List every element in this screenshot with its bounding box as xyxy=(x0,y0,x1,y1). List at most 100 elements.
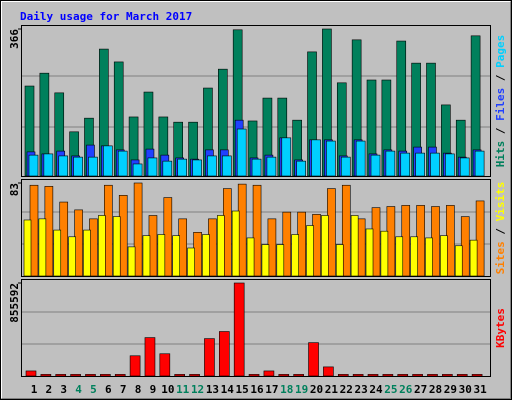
bar xyxy=(341,184,351,277)
x-tick-label: 5 xyxy=(90,383,97,396)
bar xyxy=(83,229,91,277)
x-tick-label: 13 xyxy=(206,383,219,396)
bar xyxy=(335,244,344,277)
bar xyxy=(459,157,470,177)
bar xyxy=(112,216,121,277)
bar xyxy=(246,237,255,277)
bar xyxy=(70,374,81,377)
bar xyxy=(400,152,411,177)
x-tick-label: 24 xyxy=(369,383,383,396)
bar xyxy=(142,235,151,277)
bar xyxy=(323,366,334,377)
x-tick-label: 29 xyxy=(444,383,457,396)
x-tick-label: 26 xyxy=(399,383,413,396)
bar xyxy=(350,215,359,277)
bar xyxy=(133,182,143,277)
x-tick-label: 6 xyxy=(105,383,112,396)
bar xyxy=(276,244,285,277)
bar xyxy=(38,218,47,277)
bar xyxy=(370,154,381,177)
x-tick-label: 27 xyxy=(414,383,427,396)
y-tick-label: 366 xyxy=(8,29,21,49)
x-tick-label: 25 xyxy=(384,383,397,396)
bar xyxy=(296,160,306,177)
bar xyxy=(28,154,39,177)
bar xyxy=(159,353,171,377)
x-tick-label: 30 xyxy=(459,383,472,396)
bar xyxy=(147,157,158,177)
legend: Sites / Visits xyxy=(494,182,507,275)
bar xyxy=(355,140,366,177)
bar xyxy=(252,184,262,277)
x-tick-label: 15 xyxy=(236,383,249,396)
bar xyxy=(281,137,292,177)
bar xyxy=(127,246,136,277)
x-tick-label: 8 xyxy=(135,383,142,396)
bar xyxy=(412,374,423,377)
legend-entry: Sites xyxy=(494,241,507,274)
bar xyxy=(306,225,314,277)
x-tick-label: 14 xyxy=(221,383,235,396)
x-tick-label: 1 xyxy=(31,383,38,396)
bar xyxy=(40,374,52,377)
bar xyxy=(217,215,225,277)
x-tick-label: 9 xyxy=(150,383,157,396)
bar xyxy=(189,374,200,377)
bar xyxy=(233,282,245,377)
legend-separator: / xyxy=(494,121,507,141)
bar xyxy=(219,331,230,377)
bar xyxy=(397,374,409,377)
bar xyxy=(204,338,215,377)
bar xyxy=(382,374,394,377)
x-tick-label: 20 xyxy=(310,383,323,396)
bar xyxy=(129,355,141,377)
bar xyxy=(445,153,455,177)
x-tick-label: 19 xyxy=(295,383,308,396)
bar xyxy=(337,374,349,377)
bar xyxy=(469,239,478,277)
bar xyxy=(282,211,292,277)
bar xyxy=(192,159,202,177)
bar xyxy=(172,235,180,277)
bar xyxy=(251,158,262,177)
bar xyxy=(365,228,374,277)
legend-separator: / xyxy=(494,221,507,241)
y-tick-label: 83 xyxy=(8,183,21,196)
x-tick-label: 21 xyxy=(325,383,339,396)
bar xyxy=(103,145,113,177)
chart-title: Daily usage for March 2017 xyxy=(20,10,192,23)
bar xyxy=(25,370,37,377)
bar xyxy=(471,374,483,377)
bar xyxy=(100,374,111,377)
bar xyxy=(132,163,143,177)
bar xyxy=(454,245,463,277)
bar xyxy=(58,155,69,177)
bar xyxy=(352,374,364,377)
bar xyxy=(117,150,128,177)
x-tick-label: 10 xyxy=(161,383,174,396)
bar xyxy=(415,152,425,177)
bar xyxy=(222,155,232,177)
bar xyxy=(88,156,98,177)
x-tick-label: 11 xyxy=(176,383,190,396)
x-tick-label: 12 xyxy=(191,383,204,396)
bar xyxy=(236,128,247,177)
x-tick-label: 22 xyxy=(340,383,353,396)
legend-entry: Visits xyxy=(494,182,507,222)
bar xyxy=(367,374,379,377)
bar xyxy=(266,156,277,177)
bar xyxy=(440,235,448,277)
bar xyxy=(475,200,485,277)
bar xyxy=(207,155,217,177)
bar xyxy=(73,156,83,177)
bar xyxy=(380,230,389,277)
bar xyxy=(177,158,187,177)
x-tick-label: 17 xyxy=(265,383,278,396)
bar xyxy=(430,152,440,177)
bar xyxy=(202,234,210,277)
bar xyxy=(410,236,418,277)
bar xyxy=(68,236,76,277)
